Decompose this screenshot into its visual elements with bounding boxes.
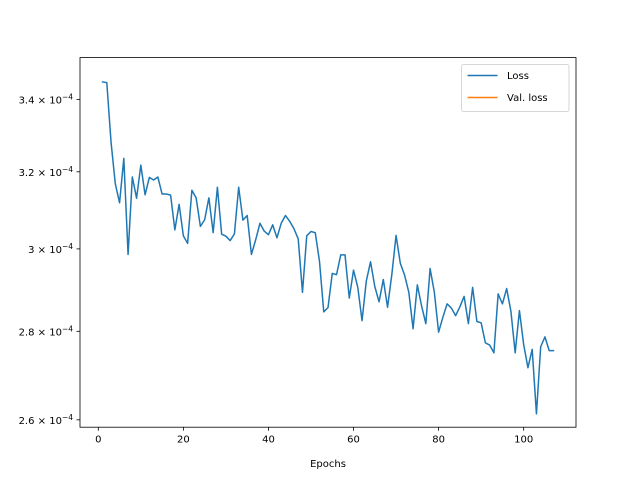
plot-frame bbox=[79, 57, 577, 428]
series-layer bbox=[101, 81, 555, 415]
y-tick-label: 2.6 × 10−4 bbox=[19, 413, 74, 427]
x-tick-label: 60 bbox=[347, 435, 360, 446]
x-axis: 0 20 40 60 80 100 bbox=[95, 427, 533, 446]
legend: Loss Val. loss bbox=[461, 64, 570, 112]
legend-label-val-loss: Val. loss bbox=[507, 93, 548, 104]
x-tick-label: 100 bbox=[514, 435, 533, 446]
x-tick-label: 40 bbox=[262, 435, 275, 446]
x-tick-label: 0 bbox=[95, 435, 101, 446]
x-tick-label: 20 bbox=[177, 435, 190, 446]
y-tick-label: 3.2 × 10−4 bbox=[19, 165, 74, 179]
y-tick-label: 3 × 10−4 bbox=[28, 242, 73, 256]
x-axis-label: Epochs bbox=[310, 459, 346, 470]
y-tick-label: 3.4 × 10−4 bbox=[19, 92, 74, 106]
y-axis: 2.6 × 10−4 2.8 × 10−4 3 × 10−4 3.2 × 10−4 3.… bbox=[19, 92, 80, 427]
legend-label-loss: Loss bbox=[507, 71, 529, 82]
x-tick-label: 80 bbox=[432, 435, 445, 446]
series-line-loss bbox=[101, 81, 555, 415]
y-tick-label: 2.8 × 10−4 bbox=[19, 324, 74, 338]
